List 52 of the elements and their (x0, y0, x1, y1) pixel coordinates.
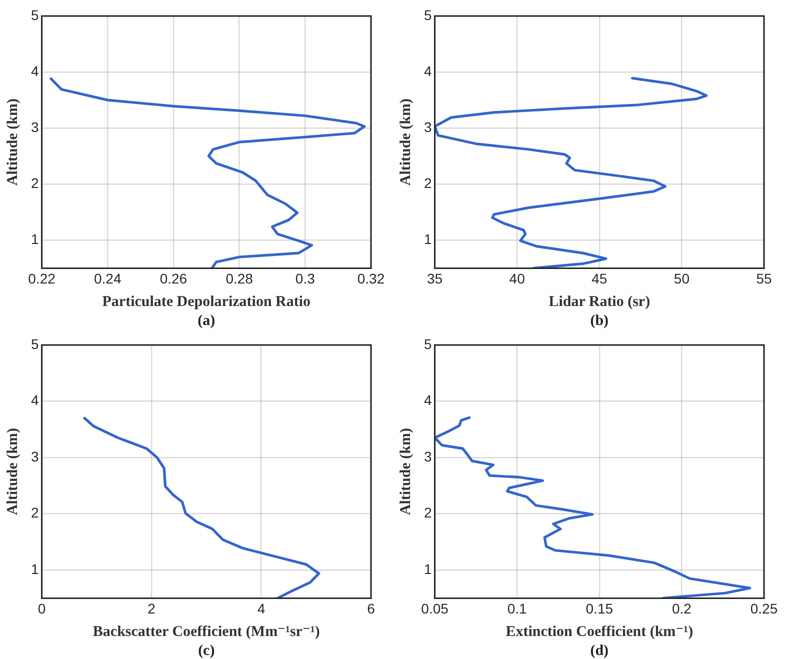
x-tick-label: 0.25 (750, 600, 778, 616)
x-tick-label: 0.1 (507, 600, 528, 616)
x-tick-label: 0 (38, 600, 46, 616)
y-tick-label: 2 (424, 174, 432, 191)
x-tick-label: 0.28 (226, 270, 254, 286)
y-tick-label: 4 (30, 62, 39, 79)
y-tick-label: 4 (424, 392, 432, 408)
y-tick-label: 5 (30, 336, 39, 352)
y-axis-title: Altitude (km) (4, 98, 21, 186)
x-tick-label: 2 (148, 600, 156, 616)
x-axis-title: Backscatter Coefficient (Mm⁻¹sr⁻¹) (92, 624, 320, 640)
x-tick-label: 0.05 (421, 600, 449, 616)
text: (d) (590, 643, 609, 659)
x-tick-label: 45 (592, 270, 608, 286)
x-axis-title: Lidar Ratio (sr) (548, 294, 650, 310)
text: (a) (198, 313, 216, 329)
x-tick-label: 55 (756, 270, 772, 286)
y-tick-label: 2 (30, 504, 39, 521)
y-tick-label: 3 (424, 448, 432, 464)
x-tick-label: 0.32 (357, 270, 385, 286)
x-tick-label: 4 (257, 600, 266, 616)
y-tick-label: 3 (30, 448, 39, 464)
y-tick-label: 4 (424, 62, 432, 79)
y-tick-label: 1 (424, 560, 432, 577)
x-tick-label: 0.22 (28, 270, 56, 286)
x-tick-label: 40 (509, 270, 526, 286)
x-tick-label: 0.24 (94, 270, 122, 286)
y-tick-label: 5 (424, 6, 432, 23)
y-axis-title: Altitude (km) (4, 428, 21, 516)
x-axis-title: Extinction Coefficient (km⁻¹) (506, 624, 694, 640)
y-axis-title: Altitude (km) (398, 428, 414, 516)
x-tick-label: 0.26 (160, 270, 188, 286)
x-axis-title: Particulate Depolarization Ratio (102, 294, 311, 310)
x-tick-label: 0.15 (586, 600, 614, 616)
y-tick-label: 1 (30, 560, 39, 577)
y-tick-label: 5 (30, 6, 39, 23)
y-tick-label: 5 (424, 336, 432, 352)
y-tick-label: 2 (30, 174, 39, 191)
y-tick-label: 2 (424, 504, 432, 521)
y-tick-label: 4 (30, 392, 39, 408)
text: (c) (198, 643, 215, 659)
y-tick-label: 1 (30, 231, 39, 248)
x-tick-label: 50 (674, 270, 690, 286)
text: (b) (590, 313, 609, 329)
x-tick-label: 35 (426, 270, 443, 286)
x-tick-label: 0.2 (672, 600, 692, 616)
y-axis-title: Altitude (km) (398, 98, 414, 186)
y-tick-label: 3 (424, 118, 432, 135)
y-tick-label: 1 (424, 231, 432, 248)
y-tick-label: 3 (30, 118, 39, 135)
x-tick-label: 6 (367, 600, 376, 616)
x-tick-label: 0.3 (295, 270, 316, 286)
